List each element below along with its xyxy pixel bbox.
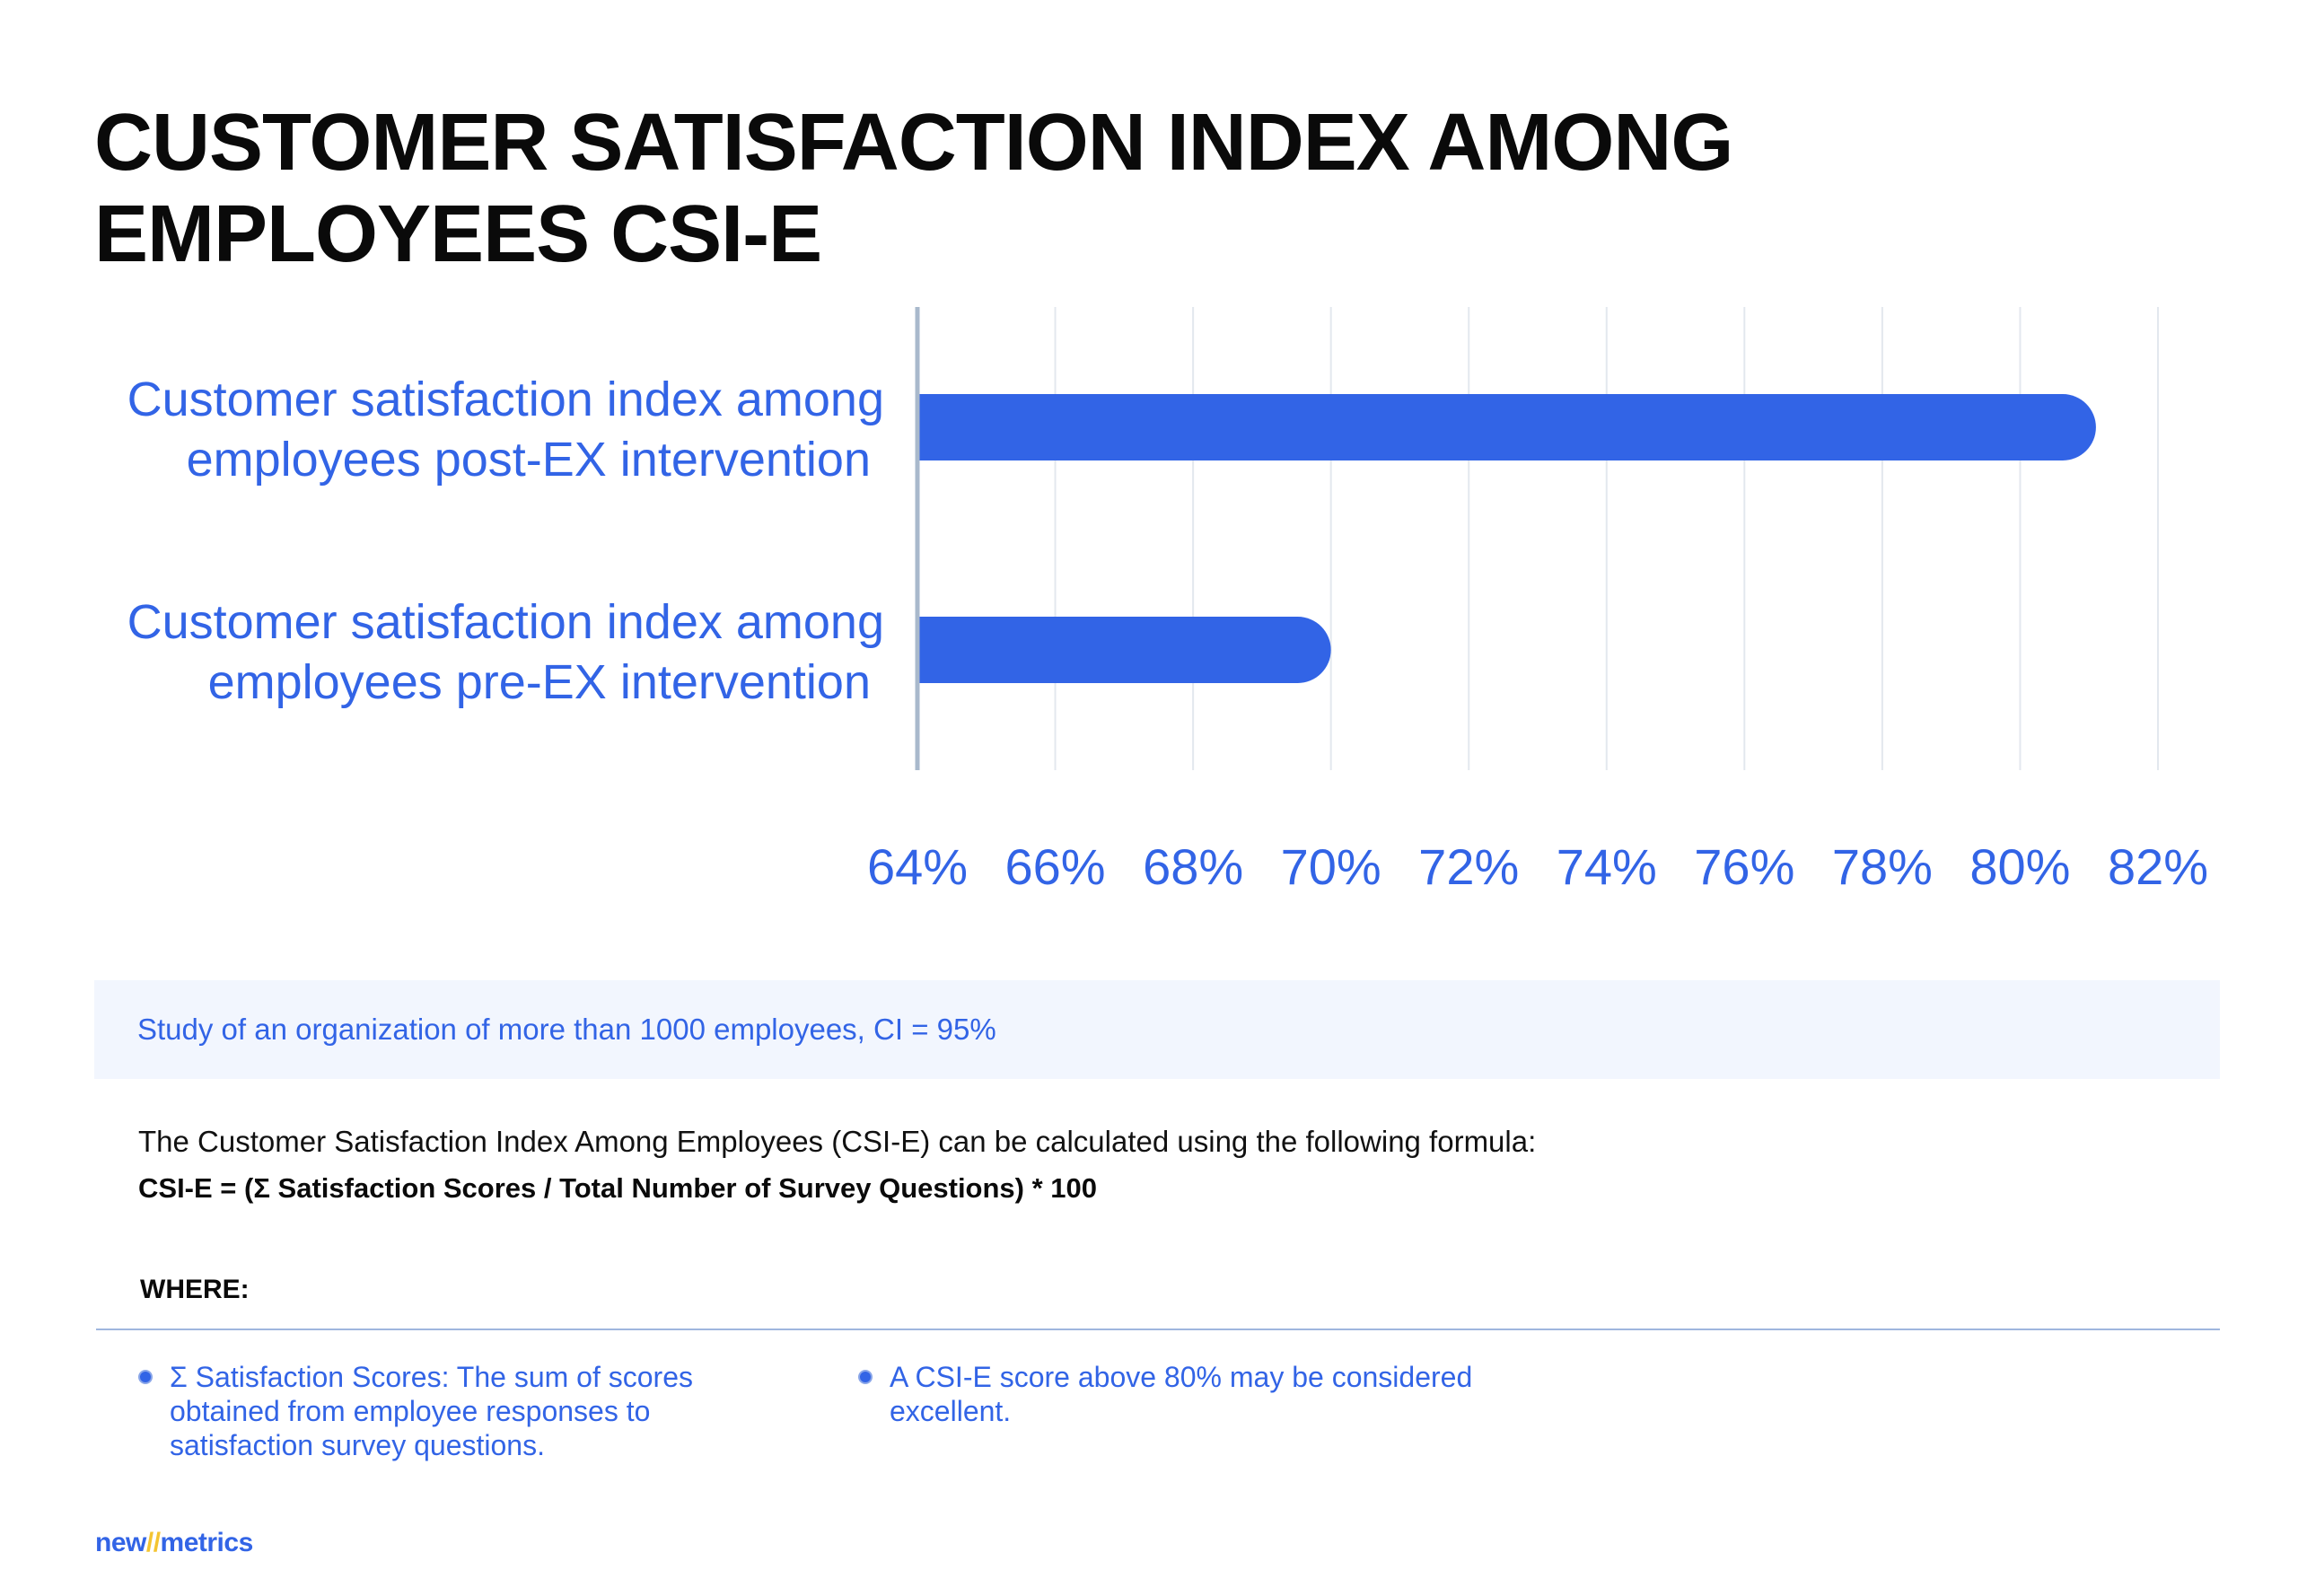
- page-title: CUSTOMER SATISFACTION INDEX AMONG EMPLOY…: [94, 97, 1800, 280]
- x-tick-label: 76%: [1694, 838, 1794, 895]
- x-tick-label: 68%: [1143, 838, 1243, 895]
- category-label: Customer satisfaction index among employe…: [127, 373, 884, 487]
- bullet-dot-icon: [858, 1370, 873, 1384]
- logo-slash: //: [145, 1528, 161, 1557]
- x-tick-label: 66%: [1005, 838, 1106, 895]
- where-heading: WHERE:: [140, 1275, 250, 1304]
- x-tick-label: 72%: [1418, 838, 1519, 895]
- category-label: Customer satisfaction index among employe…: [127, 595, 884, 709]
- study-note-text: Study of an organization of more than 10…: [137, 1013, 996, 1046]
- study-note: Study of an organization of more than 10…: [94, 980, 2220, 1079]
- title-line-1: CUSTOMER SATISFACTION INDEX AMONG: [94, 98, 1733, 188]
- bullet-item-excellent-score: A CSI-E score above 80% may be considere…: [858, 1360, 1504, 1428]
- logo-part-new: new: [95, 1528, 146, 1557]
- bar: [917, 394, 2096, 460]
- bullet-dot-icon: [138, 1370, 153, 1384]
- formula: CSI-E = (Σ Satisfaction Scores / Total N…: [138, 1172, 1098, 1204]
- title-line-2: EMPLOYEES CSI-E: [94, 189, 822, 279]
- formula-intro: The Customer Satisfaction Index Among Em…: [138, 1125, 1537, 1158]
- bullet-item-satisfaction-scores: Σ Satisfaction Scores: The sum of scores…: [138, 1360, 749, 1462]
- x-tick-label: 74%: [1557, 838, 1657, 895]
- bullet-text: Σ Satisfaction Scores: The sum of scores…: [170, 1361, 693, 1461]
- divider: [96, 1329, 2220, 1330]
- x-tick-label: 80%: [1969, 838, 2070, 895]
- x-tick-label: 78%: [1832, 838, 1933, 895]
- logo-part-metrics: metrics: [160, 1528, 254, 1557]
- bar: [917, 617, 1331, 683]
- x-tick-label: 64%: [867, 838, 968, 895]
- bullet-text: A CSI-E score above 80% may be considere…: [890, 1361, 1473, 1427]
- x-tick-label: 70%: [1281, 838, 1381, 895]
- newmetrics-logo: new//metrics: [95, 1528, 253, 1558]
- x-tick-label: 82%: [2108, 838, 2208, 895]
